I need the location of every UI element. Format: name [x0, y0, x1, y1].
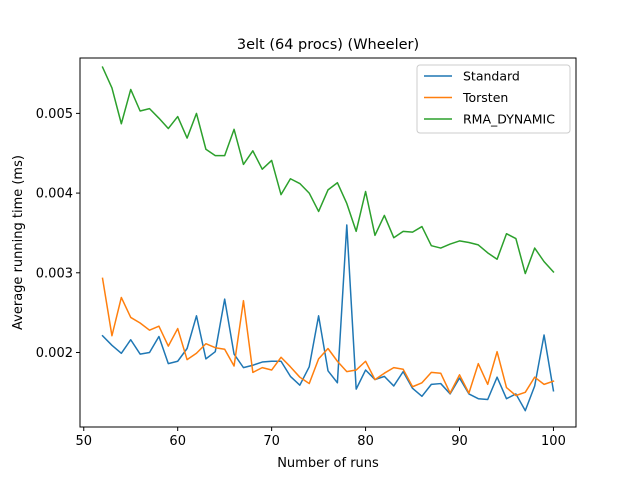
legend-label-1: Torsten: [462, 90, 508, 105]
y-tick-label: 0.005: [36, 107, 73, 122]
x-tick-label: 60: [169, 434, 186, 449]
legend: Standard Torsten RMA_DYNAMIC: [416, 64, 571, 134]
x-tick-label: 70: [263, 434, 280, 449]
x-axis-label: Number of runs: [277, 456, 379, 471]
series-line-0: [101, 224, 555, 412]
series-line-1: [101, 277, 555, 397]
y-tick-label: 0.004: [36, 187, 73, 202]
y-axis: 0.002 0.003 0.004 0.005: [36, 107, 80, 361]
series-line-2: [101, 66, 555, 275]
legend-label-0: Standard: [463, 69, 520, 84]
axes-frame: [79, 57, 577, 428]
plot-lines: [101, 66, 555, 412]
y-tick-label: 0.003: [36, 266, 73, 281]
x-tick-label: 90: [451, 434, 468, 449]
legend-label-2: RMA_DYNAMIC: [463, 112, 555, 127]
x-tick-label: 80: [357, 434, 374, 449]
chart-title: 3elt (64 procs) (Wheeler): [237, 37, 419, 53]
x-axis: 50 60 70 80 90 100: [75, 427, 566, 449]
y-tick-label: 0.002: [36, 346, 73, 361]
legend-box: [416, 64, 571, 134]
x-tick-label: 50: [75, 434, 92, 449]
x-tick-label: 100: [541, 434, 566, 449]
y-axis-label: Average running time (ms): [11, 155, 26, 330]
